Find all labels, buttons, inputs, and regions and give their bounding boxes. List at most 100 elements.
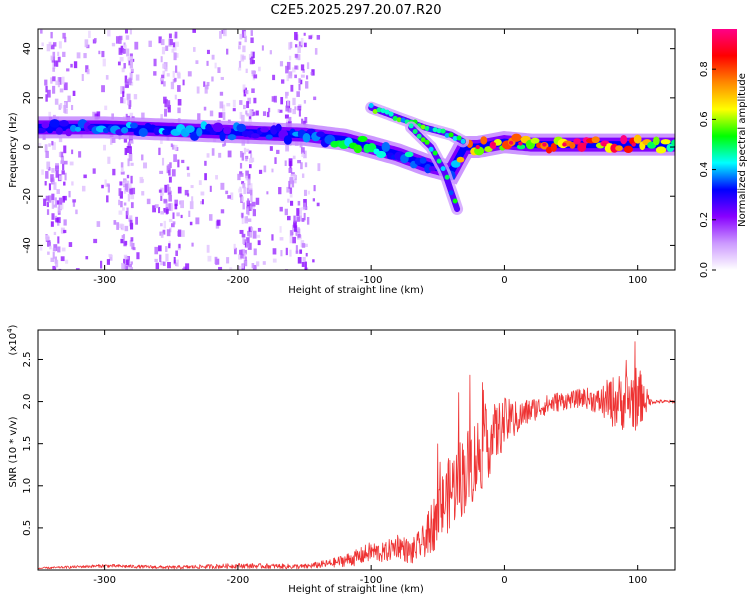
main-trace-blob bbox=[250, 133, 260, 139]
y-tick-label: 20 bbox=[22, 91, 33, 104]
heatmap-speckle bbox=[125, 259, 129, 266]
heatmap-speckle bbox=[148, 40, 152, 47]
main-trace-blob bbox=[511, 133, 522, 142]
heatmap-speckle bbox=[288, 116, 292, 122]
heatmap-speckle bbox=[241, 181, 245, 185]
heatmap-speckle bbox=[68, 242, 73, 247]
heatmap-speckle bbox=[251, 201, 256, 207]
heatmap-speckle bbox=[129, 100, 132, 107]
heatmap-speckle bbox=[174, 31, 178, 39]
heatmap-speckle bbox=[173, 154, 177, 162]
heatmap-speckle bbox=[177, 107, 181, 114]
heatmap-speckle bbox=[266, 191, 269, 195]
heatmap-speckle bbox=[116, 222, 120, 230]
heatmap-speckle bbox=[248, 231, 253, 238]
heatmap-speckle bbox=[161, 46, 166, 55]
branch-trace-blob bbox=[372, 108, 378, 114]
heatmap-speckle bbox=[62, 51, 66, 58]
heatmap-speckle bbox=[301, 118, 304, 124]
heatmap-speckle bbox=[230, 192, 234, 200]
branch-trace-blob bbox=[380, 108, 386, 114]
heatmap-speckle bbox=[136, 252, 140, 260]
heatmap-speckle bbox=[130, 162, 134, 166]
hotspot-dot bbox=[508, 140, 514, 145]
heatmap-speckle bbox=[174, 77, 177, 82]
heatmap-speckle bbox=[71, 104, 74, 111]
heatmap-speckle bbox=[78, 151, 82, 158]
x-tick-label: -200 bbox=[227, 275, 250, 286]
heatmap-speckle bbox=[143, 162, 148, 169]
hotspot-dot bbox=[518, 141, 523, 146]
branch-trace-blob bbox=[428, 146, 434, 152]
heatmap-speckle bbox=[222, 112, 226, 120]
heatmap-speckle bbox=[130, 59, 134, 64]
heatmap-speckle bbox=[177, 85, 181, 92]
heatmap-speckle bbox=[193, 47, 196, 52]
heatmap-speckle bbox=[244, 35, 247, 43]
heatmap-speckle bbox=[204, 173, 207, 181]
heatmap-speckle bbox=[206, 244, 210, 253]
main-trace-blob bbox=[283, 135, 292, 145]
heatmap-speckle bbox=[198, 180, 202, 186]
heatmap-speckle bbox=[158, 147, 161, 156]
main-trace-blob bbox=[196, 127, 203, 137]
heatmap-speckle bbox=[160, 77, 164, 82]
branch-trace-blob bbox=[440, 166, 446, 172]
branch-trace-blob bbox=[452, 198, 458, 204]
heatmap-speckle bbox=[72, 90, 76, 96]
heatmap-speckle bbox=[177, 73, 181, 79]
heatmap-speckle bbox=[247, 237, 250, 244]
heatmap-speckle bbox=[48, 143, 51, 147]
branch-trace-blob bbox=[396, 117, 402, 123]
heatmap-speckle bbox=[300, 79, 303, 85]
heatmap-speckle bbox=[252, 230, 257, 239]
heatmap-speckle bbox=[245, 90, 249, 95]
heatmap-speckle bbox=[257, 240, 261, 246]
heatmap-speckle bbox=[130, 175, 133, 184]
main-trace-blob bbox=[419, 157, 427, 164]
heatmap-speckle bbox=[279, 237, 284, 241]
heatmap-speckle bbox=[129, 63, 133, 69]
heatmap-speckle bbox=[303, 100, 307, 104]
main-trace-blob bbox=[227, 134, 237, 141]
snr-plot-area bbox=[38, 330, 675, 570]
main-trace-blob bbox=[516, 144, 526, 150]
x-tick-label: -200 bbox=[227, 575, 250, 586]
heatmap-speckle bbox=[220, 76, 224, 80]
heatmap-speckle bbox=[252, 264, 257, 270]
heatmap-speckle bbox=[113, 220, 117, 225]
heatmap-speckle bbox=[239, 111, 243, 120]
heatmap-speckle bbox=[284, 114, 289, 119]
main-trace-blob bbox=[153, 126, 161, 136]
heatmap-speckle bbox=[175, 250, 178, 257]
main-trace-blob bbox=[265, 134, 273, 140]
hotspot-dot bbox=[562, 142, 567, 147]
heatmap-speckle bbox=[123, 42, 126, 47]
heatmap-speckle bbox=[306, 216, 310, 225]
main-trace-blob bbox=[236, 123, 247, 133]
heatmap-speckle bbox=[45, 171, 49, 179]
heatmap-speckle bbox=[128, 264, 132, 268]
heatmap-speckle bbox=[56, 189, 60, 194]
heatmap-speckle bbox=[239, 249, 243, 255]
heatmap-speckle bbox=[120, 162, 124, 168]
heatmap-speckle bbox=[167, 190, 172, 196]
heatmap-speckle bbox=[211, 76, 214, 82]
heatmap-speckle bbox=[284, 208, 288, 216]
heatmap-speckle bbox=[51, 140, 54, 146]
heatmap-speckle bbox=[272, 74, 276, 81]
heatmap-speckle bbox=[195, 217, 200, 225]
heatmap-speckle bbox=[62, 162, 65, 171]
heatmap-speckle bbox=[227, 195, 231, 199]
heatmap-speckle bbox=[286, 99, 290, 106]
heatmap-speckle bbox=[41, 42, 44, 47]
heatmap-speckle bbox=[253, 74, 258, 79]
heatmap-speckle bbox=[316, 35, 321, 40]
heatmap-speckle bbox=[209, 185, 212, 192]
heatmap-speckle bbox=[166, 73, 170, 77]
x-tick-label: 100 bbox=[628, 575, 647, 586]
heatmap-speckle bbox=[288, 71, 293, 79]
heatmap-speckle bbox=[107, 30, 111, 37]
heatmap-speckle bbox=[229, 267, 233, 270]
